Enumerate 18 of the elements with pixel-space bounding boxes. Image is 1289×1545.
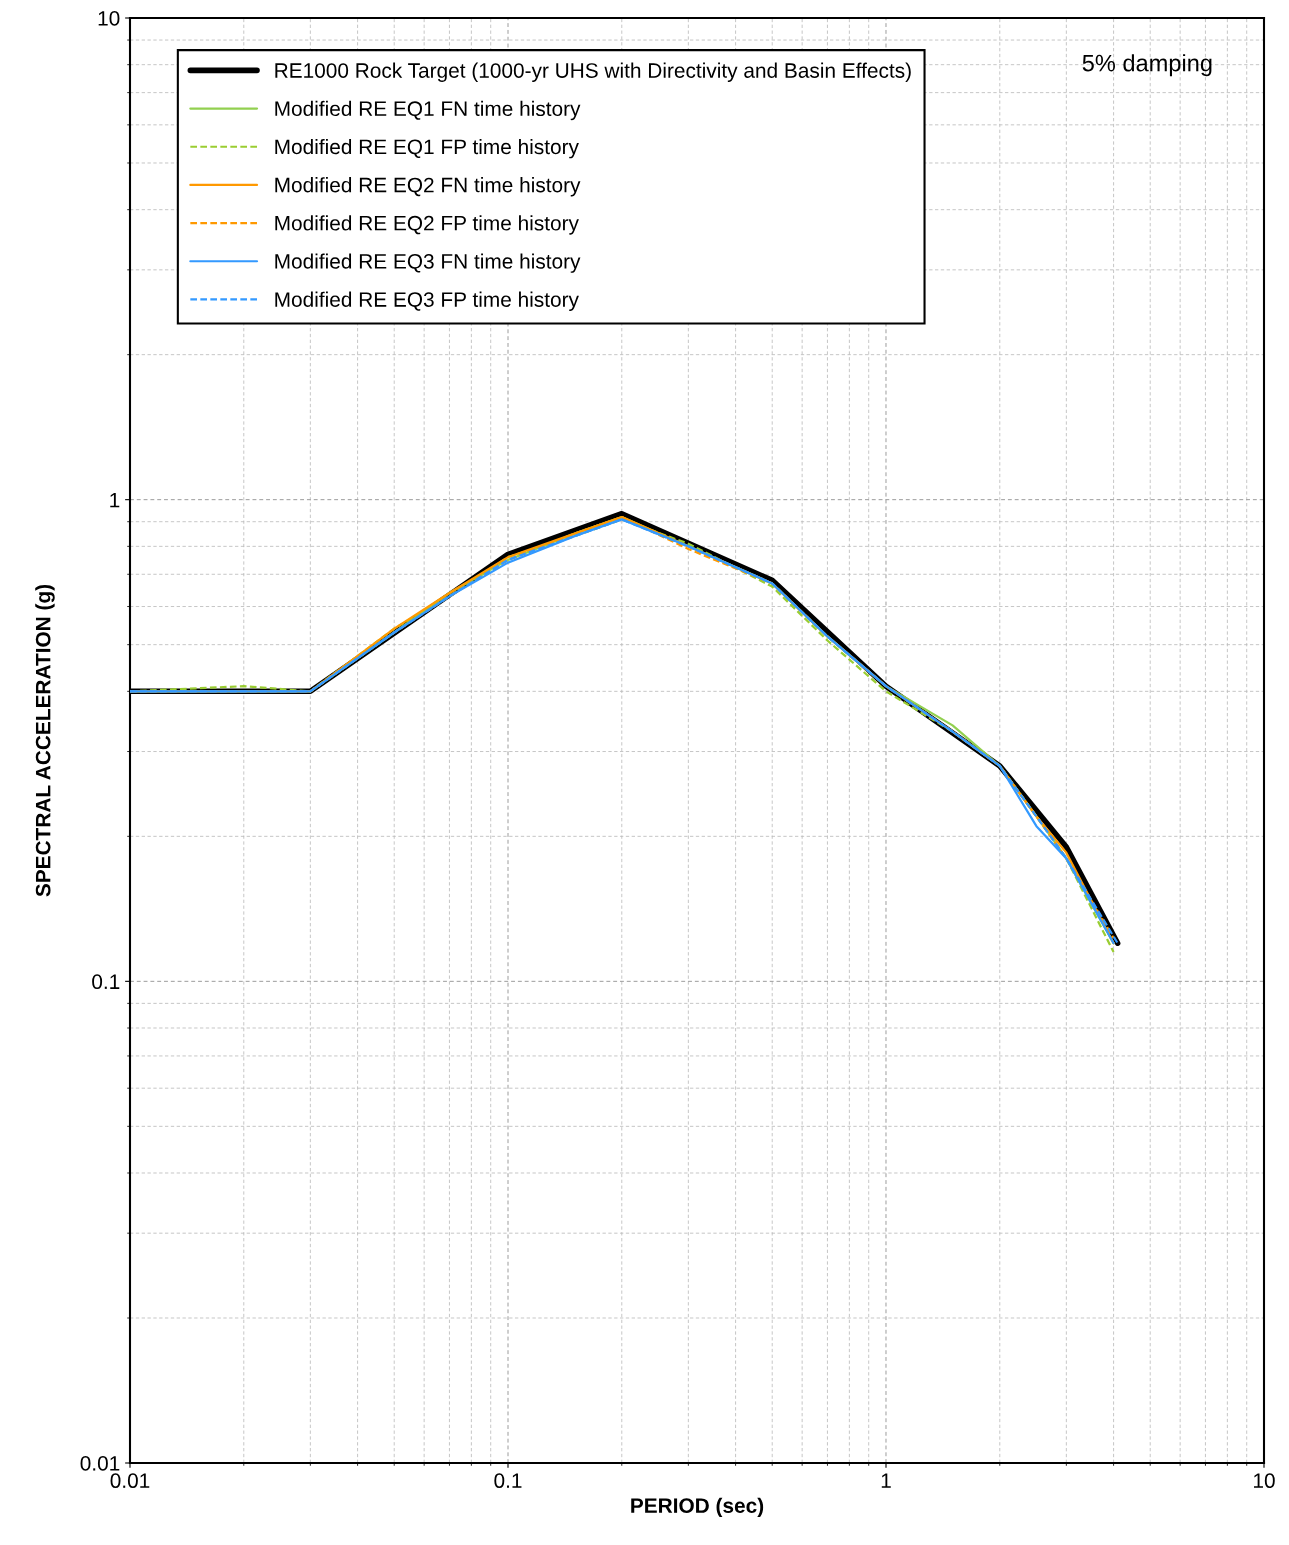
y-tick-label: 10 bbox=[98, 11, 120, 26]
legend-label: Modified RE EQ3 FN time history bbox=[275, 253, 581, 273]
y-axis-title: SPECTRAL ACCELERATION (g) bbox=[35, 584, 55, 897]
legend-label: Modified RE EQ1 FN time history bbox=[275, 100, 581, 121]
legend-label: Modified RE EQ2 FN time history bbox=[275, 177, 581, 197]
legend-label: Modified RE EQ3 FP time history bbox=[275, 291, 579, 312]
x-axis-title: PERIOD (sec) bbox=[631, 1497, 764, 1518]
legend-label: Modified RE EQ2 FP time history bbox=[275, 215, 579, 235]
y-tick-label: 0.1 bbox=[92, 974, 120, 990]
legend-label: Modified RE EQ1 FP time history bbox=[275, 138, 579, 159]
y-tick-label: 1 bbox=[110, 492, 120, 508]
y-tick-label: 0.01 bbox=[80, 1456, 120, 1471]
x-tick-label: 0.01 bbox=[110, 1473, 150, 1489]
x-tick-label: 1 bbox=[881, 1473, 891, 1488]
annotation: 5% damping bbox=[1082, 54, 1212, 77]
legend-label: RE1000 Rock Target (1000-yr UHS with Directivity and Basin Effects) bbox=[275, 62, 911, 83]
x-tick-label: 10 bbox=[1254, 1473, 1275, 1489]
x-tick-label: 0.1 bbox=[494, 1473, 522, 1489]
